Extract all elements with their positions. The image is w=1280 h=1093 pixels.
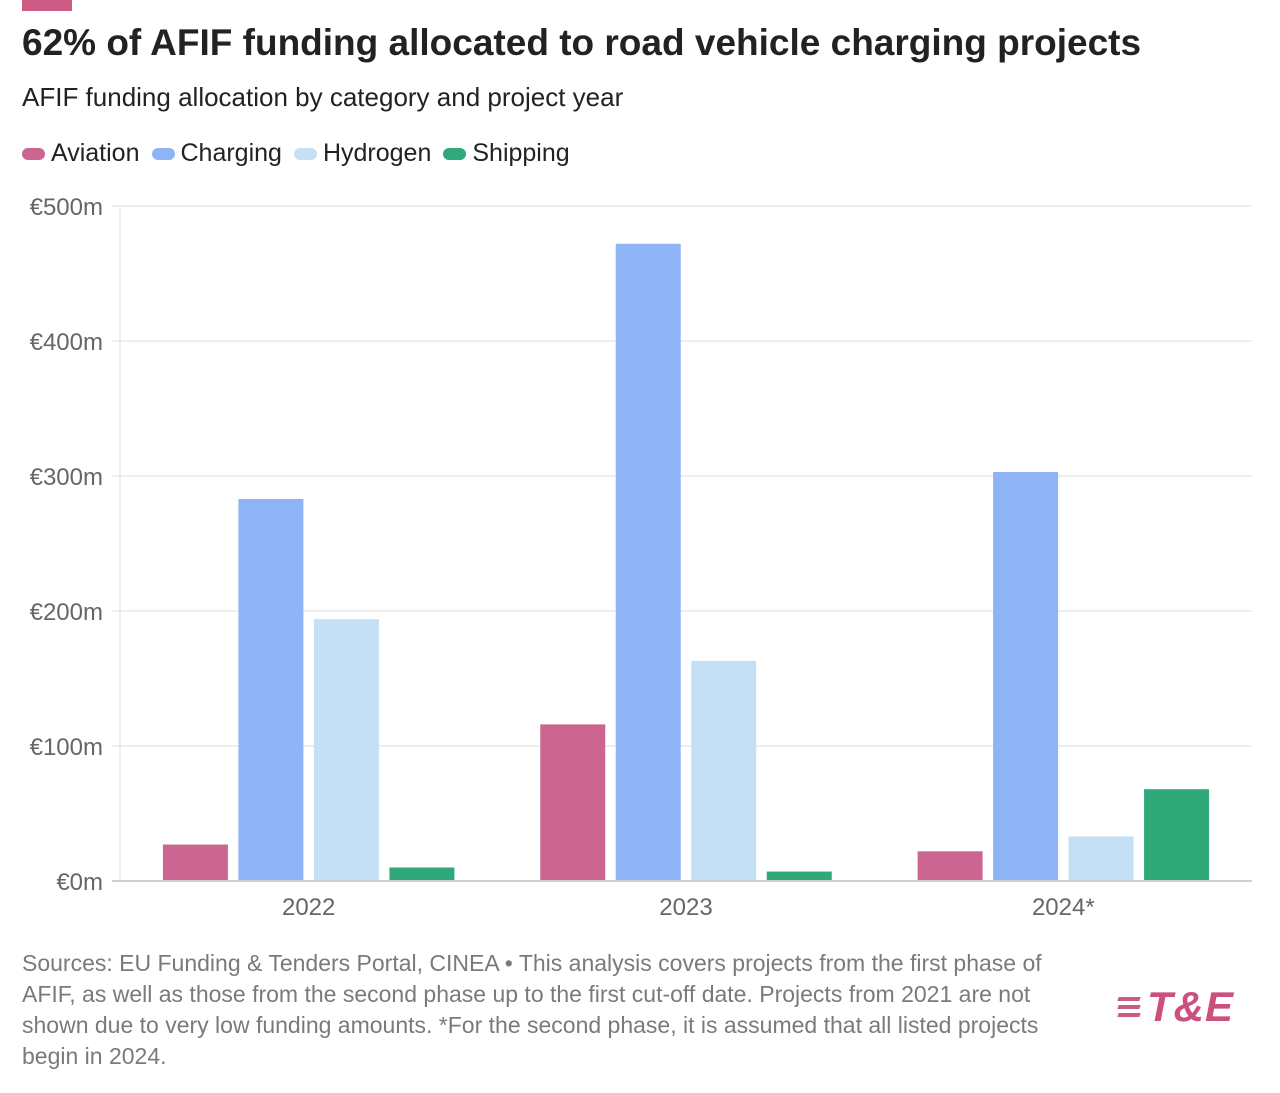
chart-subtitle: AFIF funding allocation by category and … — [22, 82, 624, 112]
legend-swatch-hydrogen — [293, 147, 317, 160]
y-tick-label: €0m — [56, 869, 103, 896]
te-logo-mark-icon — [1117, 995, 1141, 1019]
bar-hydrogen-2023 — [691, 660, 757, 881]
source-note: Sources: EU Funding & Tenders Portal, CI… — [22, 950, 1042, 1069]
legend-label-charging: Charging — [180, 139, 282, 167]
legend-swatch-charging — [151, 147, 175, 160]
bar-aviation-2023 — [540, 724, 606, 881]
bar-hydrogen-2024 — [1068, 836, 1134, 881]
y-tick-label: €100m — [30, 734, 103, 761]
legend-label-aviation: Aviation — [51, 139, 140, 167]
bar-shipping-2022 — [389, 867, 455, 881]
bar-aviation-2024 — [917, 851, 983, 881]
legend-item-charging[interactable]: Charging — [151, 139, 282, 168]
te-logo-text: T&E — [1147, 983, 1234, 1030]
y-tick-label: €500m — [30, 194, 103, 221]
legend-swatch-shipping — [443, 147, 467, 160]
legend-label-shipping: Shipping — [472, 139, 570, 167]
te-logo: T&E — [1117, 983, 1234, 1031]
accent-bar — [22, 0, 72, 11]
legend-item-shipping[interactable]: Shipping — [443, 139, 570, 168]
y-tick-label: €200m — [30, 599, 103, 626]
bar-charging-2023 — [615, 243, 681, 882]
bar-hydrogen-2022 — [313, 619, 379, 881]
bar-charging-2024 — [993, 471, 1059, 881]
bar-shipping-2023 — [766, 871, 832, 881]
chart-title: 62% of AFIF funding allocated to road ve… — [22, 22, 1142, 63]
legend-item-hydrogen[interactable]: Hydrogen — [293, 139, 432, 168]
x-tick-label: 2023 — [659, 894, 712, 921]
bar-shipping-2024 — [1144, 789, 1210, 881]
x-tick-label: 2022 — [282, 894, 335, 921]
legend-swatch-aviation — [22, 147, 45, 160]
legend-item-aviation[interactable]: Aviation — [22, 139, 140, 168]
bar-aviation-2022 — [162, 844, 228, 881]
x-tick-label: 2024* — [1032, 894, 1095, 921]
bar-charging-2022 — [238, 498, 304, 881]
y-tick-label: €400m — [30, 329, 103, 356]
bar-chart: €0m €100m €200m €300m €400m €500m 2022 2023 2024… — [30, 194, 1252, 921]
legend-label-hydrogen: Hydrogen — [322, 139, 432, 167]
y-tick-label: €300m — [30, 464, 103, 491]
legend: Aviation Charging Hydrogen Shipping — [22, 139, 582, 168]
